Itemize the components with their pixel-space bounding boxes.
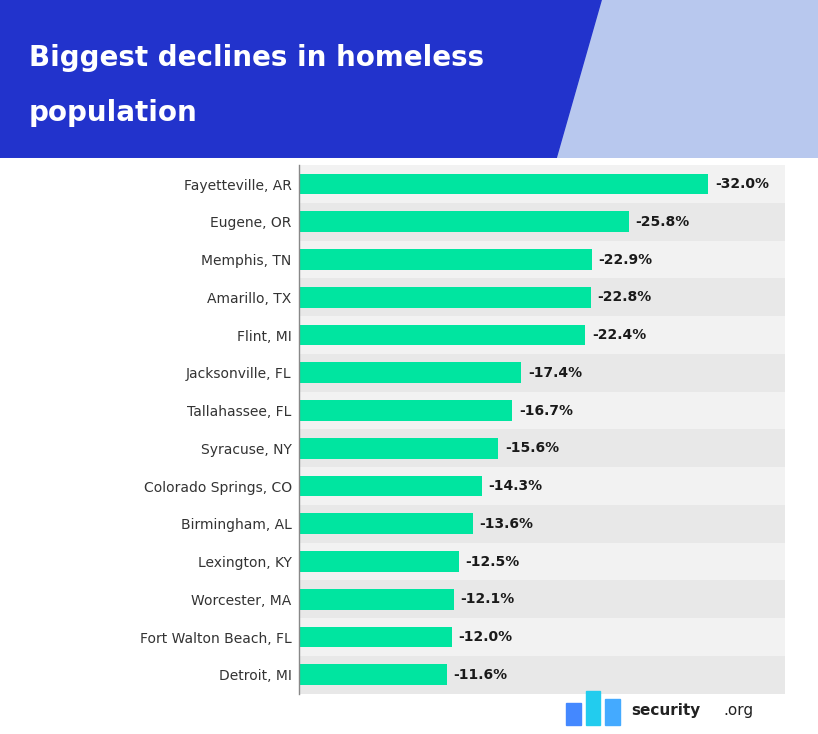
- Bar: [299, 664, 447, 685]
- Bar: [299, 316, 785, 354]
- Bar: [299, 278, 785, 316]
- Bar: [566, 703, 581, 725]
- Bar: [299, 656, 785, 694]
- Text: -15.6%: -15.6%: [505, 441, 559, 455]
- Text: -12.1%: -12.1%: [460, 592, 515, 606]
- Text: -14.3%: -14.3%: [488, 479, 542, 493]
- Text: -13.6%: -13.6%: [479, 517, 533, 531]
- Text: -25.8%: -25.8%: [636, 215, 690, 229]
- Bar: [299, 627, 452, 647]
- Bar: [299, 249, 592, 270]
- Text: -22.9%: -22.9%: [598, 252, 653, 266]
- Text: Biggest declines in homeless: Biggest declines in homeless: [29, 43, 483, 72]
- Bar: [299, 324, 586, 346]
- Bar: [299, 438, 498, 459]
- Bar: [299, 400, 512, 421]
- Bar: [299, 476, 482, 496]
- Text: -22.4%: -22.4%: [592, 328, 646, 342]
- Text: security: security: [631, 703, 701, 719]
- Text: population: population: [29, 99, 197, 127]
- Bar: [605, 700, 620, 725]
- Bar: [299, 467, 785, 505]
- Text: -12.0%: -12.0%: [459, 630, 513, 644]
- Bar: [299, 211, 629, 232]
- Bar: [299, 589, 453, 610]
- Text: -17.4%: -17.4%: [528, 366, 582, 379]
- Bar: [299, 363, 521, 383]
- Bar: [299, 505, 785, 542]
- Bar: [299, 165, 785, 203]
- Polygon shape: [0, 0, 601, 158]
- Bar: [299, 551, 459, 572]
- Text: .org: .org: [723, 703, 753, 719]
- Bar: [299, 618, 785, 656]
- Text: -11.6%: -11.6%: [453, 668, 508, 682]
- Text: -32.0%: -32.0%: [715, 177, 769, 191]
- Text: -12.5%: -12.5%: [465, 554, 519, 569]
- Bar: [299, 203, 785, 241]
- Bar: [299, 513, 473, 534]
- Bar: [299, 392, 785, 429]
- Bar: [299, 174, 708, 195]
- Text: -22.8%: -22.8%: [597, 290, 651, 305]
- Bar: [299, 241, 785, 278]
- Bar: [299, 581, 785, 618]
- Bar: [586, 691, 600, 725]
- Bar: [299, 354, 785, 392]
- Bar: [299, 287, 591, 308]
- Bar: [299, 542, 785, 581]
- Bar: [299, 429, 785, 467]
- Text: -16.7%: -16.7%: [519, 404, 573, 418]
